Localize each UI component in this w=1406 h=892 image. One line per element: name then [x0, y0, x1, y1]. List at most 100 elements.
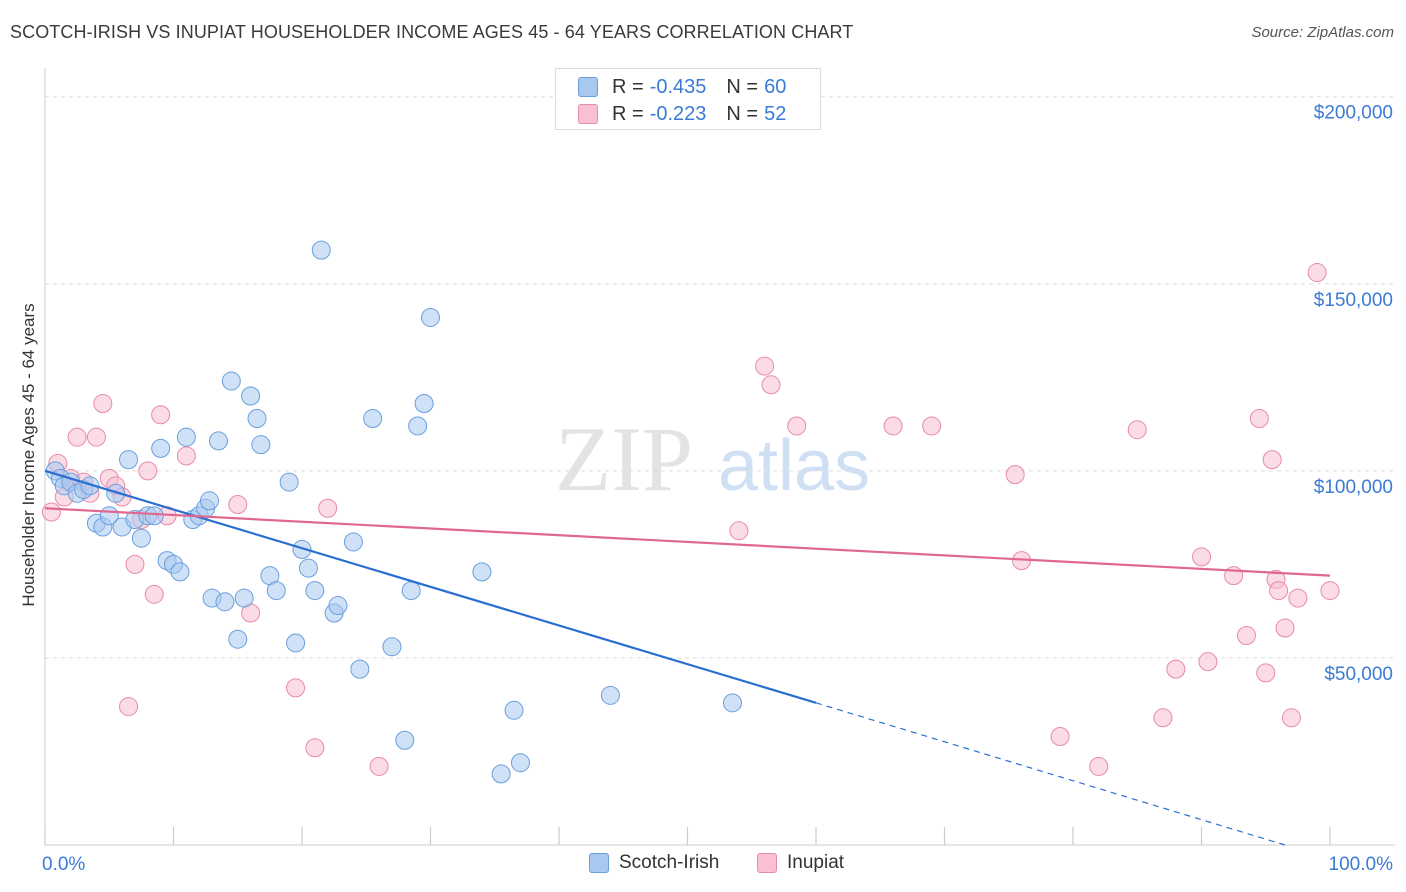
y-tick-label: $150,000 — [1314, 290, 1393, 311]
y-axis-label: Householder Income Ages 45 - 64 years — [19, 303, 38, 606]
scotch-irish-point — [510, 753, 530, 773]
inupiat-point — [761, 375, 781, 395]
bottom-swatch-blue — [589, 853, 609, 873]
inupiat-point — [119, 697, 139, 717]
x-tick-label: 100.0% — [1329, 854, 1394, 875]
inupiat-point — [318, 498, 338, 518]
scotch-irish-point — [343, 532, 363, 552]
scotch-irish-point — [328, 596, 348, 616]
watermark: ZIP atlas — [555, 408, 870, 510]
scotch-irish-point — [208, 431, 228, 451]
inupiat-point — [1153, 708, 1173, 728]
bottom-legend-scotch-irish: Scotch-Irish — [589, 852, 719, 874]
inupiat-point — [176, 446, 196, 466]
bottom-swatch-pink — [757, 853, 777, 873]
legend-r-label: R = — [612, 75, 644, 98]
legend-swatch-blue — [578, 77, 598, 97]
scotch-irish-point — [215, 592, 235, 612]
inupiat-point — [883, 416, 903, 436]
correlation-legend: R = -0.435 N = 60 R = -0.223 N = 52 — [555, 68, 821, 130]
scotch-irish-point — [247, 408, 267, 428]
inupiat-point — [151, 405, 171, 425]
inupiat-points — [41, 263, 1340, 776]
legend-r-label: R = — [612, 102, 644, 125]
scotch-irish-point — [395, 730, 415, 750]
legend-n-label: N = — [726, 75, 759, 98]
inupiat-trend-line — [44, 507, 1331, 577]
scotch-irish-point — [421, 307, 440, 327]
trend-lines — [44, 469, 1331, 846]
inupiat-point — [1320, 581, 1340, 601]
scotch-irish-point — [199, 491, 219, 511]
inupiat-point — [228, 495, 248, 515]
scotch-irish-point — [266, 581, 286, 601]
inupiat-point — [1050, 726, 1070, 746]
grid — [45, 96, 1395, 659]
inupiat-point — [86, 427, 106, 447]
scotch-irish-trend-line — [44, 469, 817, 704]
y-tick-label: $100,000 — [1314, 477, 1393, 498]
inupiat-point — [1275, 618, 1295, 638]
chart-title: SCOTCH-IRISH VS INUPIAT HOUSEHOLDER INCO… — [10, 22, 854, 42]
source-label: Source: ZipAtlas.com — [1251, 24, 1394, 41]
inupiat-point — [1236, 625, 1256, 645]
scotch-irish-point — [298, 558, 318, 578]
inupiat-point — [369, 756, 389, 776]
scotch-irish-point — [491, 764, 511, 784]
scotch-irish-point — [382, 637, 402, 657]
inupiat-point — [1262, 450, 1282, 470]
bottom-legend-label: Scotch-Irish — [619, 852, 720, 873]
inupiat-point — [755, 356, 775, 376]
scotch-irish-point — [176, 427, 196, 447]
x-tick-label: 0.0% — [42, 854, 85, 875]
scotch-irish-point — [722, 693, 742, 713]
legend-r-value: -0.223 — [649, 102, 707, 125]
inupiat-point — [787, 416, 807, 436]
scotch-irish-point — [600, 685, 620, 705]
inupiat-point — [1089, 756, 1109, 776]
inupiat-point — [144, 584, 164, 604]
scotch-irish-point — [401, 581, 421, 601]
inupiat-point — [1198, 652, 1218, 672]
inupiat-point — [1307, 263, 1327, 283]
inupiat-point — [138, 461, 158, 481]
scotch-irish-point — [119, 450, 139, 470]
inupiat-point — [1192, 547, 1211, 567]
inupiat-point — [67, 427, 87, 447]
y-tick-label: $50,000 — [1324, 664, 1393, 685]
scotch-irish-point — [144, 506, 164, 526]
inupiat-point — [1281, 708, 1301, 728]
scotch-irish-point — [221, 371, 241, 391]
scotch-irish-point — [363, 408, 383, 428]
scotch-irish-point — [228, 629, 248, 649]
scotch-irish-point — [106, 483, 126, 503]
scotch-irish-point — [251, 435, 271, 455]
scotch-irish-point — [472, 562, 492, 582]
inupiat-point — [1249, 408, 1269, 428]
inupiat-point — [305, 738, 325, 758]
inupiat-point — [1256, 663, 1276, 683]
bottom-legend-inupiat: Inupiat — [757, 852, 844, 874]
scotch-irish-points — [45, 240, 742, 784]
inupiat-point — [1127, 420, 1147, 440]
legend-row-scotch-irish: R = -0.435 N = 60 — [578, 73, 786, 101]
scotch-irish-point — [311, 240, 331, 260]
scotch-irish-trend-extension — [815, 702, 1286, 846]
scotch-irish-point — [170, 562, 190, 582]
scotch-irish-point — [504, 700, 524, 720]
axes — [44, 68, 1395, 846]
scotch-irish-point — [80, 476, 100, 496]
scotch-irish-point — [292, 539, 312, 559]
legend-r-value: -0.435 — [649, 75, 707, 98]
scotch-irish-point — [286, 633, 306, 653]
scotch-irish-point — [234, 588, 254, 608]
scotch-irish-point — [151, 438, 171, 458]
scotch-irish-point — [131, 528, 151, 548]
scotch-irish-point — [279, 472, 299, 492]
watermark-atlas: atlas — [718, 426, 870, 506]
inupiat-point — [41, 502, 61, 522]
inupiat-point — [1269, 581, 1289, 601]
inupiat-point — [729, 521, 749, 541]
scotch-irish-point — [414, 394, 434, 414]
legend-n-value: 60 — [764, 75, 787, 98]
